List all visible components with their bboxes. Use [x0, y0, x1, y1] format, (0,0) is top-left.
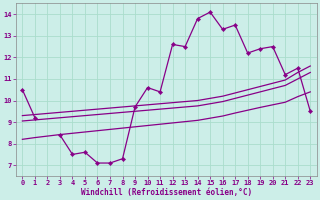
X-axis label: Windchill (Refroidissement éolien,°C): Windchill (Refroidissement éolien,°C) — [81, 188, 252, 197]
